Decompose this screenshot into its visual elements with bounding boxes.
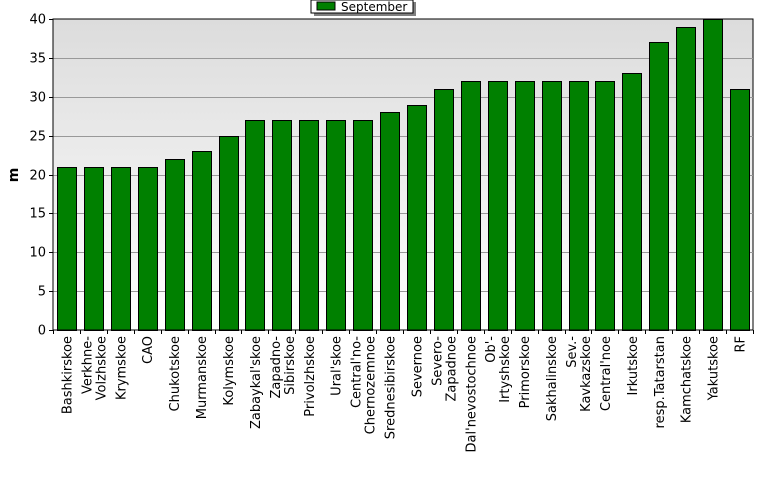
legend: September (310, 0, 416, 16)
bar-10 (299, 120, 319, 331)
y-tick-label-15: 15 (29, 207, 46, 222)
y-tick-label-40: 40 (29, 13, 46, 28)
x-tick-label-15-line-2: Zapadnoe (444, 336, 459, 402)
x-tick-label-8: Zabaykal'skoe (249, 336, 264, 429)
x-tick-label-9-line-1: Zapadno- (269, 336, 284, 399)
x-tick-label-2-line-2: Volzhskoe (94, 336, 109, 400)
x-tick-label-2-line-1: Verkhne- (80, 336, 95, 394)
bar-17 (488, 81, 508, 331)
x-tick-label-26: RF (734, 336, 749, 353)
x-tick-label-13: Srednesibirskoe (384, 336, 399, 439)
bar-22 (622, 73, 642, 331)
bar-18 (515, 81, 535, 331)
bar-20 (569, 81, 589, 331)
bars (57, 19, 750, 331)
x-tick-label-11: Ural'skoe (330, 336, 345, 396)
bar-8 (245, 120, 265, 331)
bar-5 (165, 159, 185, 331)
bar-2 (84, 167, 104, 331)
bar-1 (57, 167, 77, 331)
x-tick-label-16: Dal'nevostochnoe (464, 336, 479, 452)
bar-3 (111, 167, 131, 331)
x-tick-label-25: Yakutskoe (707, 336, 722, 401)
x-tick-label-17-line-1: Ob'- (484, 336, 499, 363)
x-tick-label-23: resp.Tatarstan (653, 336, 668, 428)
bar-13 (380, 112, 400, 331)
bar-7 (219, 136, 239, 331)
x-tick-label-20-line-2: Kavkazskoe (579, 336, 594, 412)
bar-14 (407, 105, 427, 331)
bar-15 (434, 89, 454, 331)
legend-box (310, 0, 414, 14)
bar-9 (272, 120, 292, 331)
bar-16 (461, 81, 481, 331)
x-tick-label-12-line-1: Central'no- (350, 336, 365, 408)
bar-6 (192, 151, 212, 331)
y-axis-label: m (6, 168, 22, 183)
y-tick-label-35: 35 (29, 52, 46, 67)
bar-4 (138, 167, 158, 331)
bar-21 (595, 81, 615, 331)
legend-label-september: September (341, 0, 407, 14)
x-tick-label-12-line-2: Chernozemnoe (364, 336, 379, 434)
bar-11 (326, 120, 346, 331)
bar-19 (542, 81, 562, 331)
x-tick-label-9-line-2: Sibirskoe (283, 336, 298, 395)
bar-24 (676, 27, 696, 331)
x-tick-label-15-line-1: Severo- (430, 336, 445, 386)
x-tick-label-7: Kolymskoe (222, 336, 237, 406)
x-tick-label-14: Severnoe (410, 336, 425, 397)
x-tick-label-17-line-2: Irtyshskoe (498, 336, 513, 403)
y-tick-label-10: 10 (29, 246, 46, 261)
y-tick-label-20: 20 (29, 169, 46, 184)
x-tick-label-5: Chukotskoe (168, 336, 183, 411)
x-tick-label-1: Bashkirskoe (60, 336, 75, 414)
x-tick-label-22: Irkutskoe (626, 336, 641, 395)
x-tick-label-10: Privolzhskoe (303, 336, 318, 417)
legend-swatch-september (316, 1, 336, 11)
bar-23 (649, 42, 669, 331)
bar-25 (703, 19, 723, 331)
x-tick-label-18: Primorskoe (518, 336, 533, 408)
x-tick-label-19: Sakhalinskoe (545, 336, 560, 421)
x-tick-label-21: Central'noe (599, 336, 614, 411)
x-tick-label-20-line-1: Sev.- (565, 336, 580, 368)
y-tick-label-25: 25 (29, 130, 46, 145)
bar-12 (353, 120, 373, 331)
x-tick-label-24: Kamchatskoe (680, 336, 695, 423)
y-tick-label-0: 0 (38, 324, 46, 339)
y-tick-label-30: 30 (29, 91, 46, 106)
bar-26 (730, 89, 750, 331)
x-tick-label-4: CAO (141, 336, 156, 364)
x-tick-label-6: Murmanskoe (195, 336, 210, 419)
y-axis-ticks: 0 5 10 15 20 25 30 35 40 (29, 13, 53, 339)
y-tick-label-5: 5 (38, 285, 46, 300)
x-axis-ticks: Bashkirskoe Verkhne- Volzhskoe Krymskoe CAO C… (53, 330, 754, 452)
x-tick-label-3: Krymskoe (114, 336, 129, 400)
